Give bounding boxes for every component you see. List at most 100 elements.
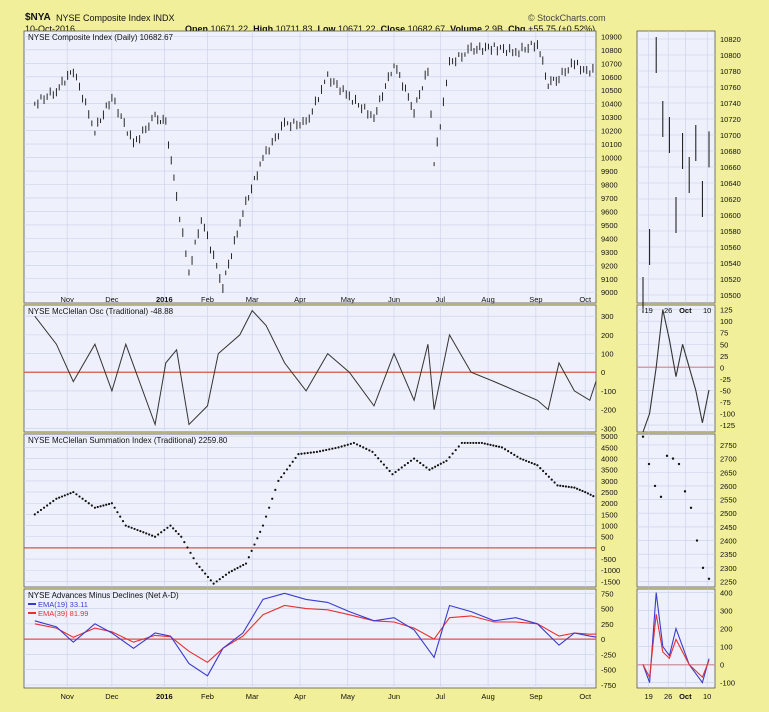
low-label: Low [317, 24, 336, 34]
zoom-x-tick-label: Oct [679, 306, 692, 315]
y-tick-label: 500 [601, 605, 614, 614]
zoom-y-tick-label: -100 [720, 410, 735, 419]
summation-point [343, 444, 346, 447]
zoom-summation-point [689, 506, 693, 509]
summation-point [113, 506, 116, 509]
high-label: High [253, 24, 274, 34]
y-tick-label: 200 [601, 331, 614, 340]
summation-point [547, 475, 550, 478]
summation-point [542, 469, 545, 473]
summation-point [42, 506, 46, 509]
open-value: 10671.22 [210, 24, 249, 34]
summation-point [285, 468, 289, 471]
y-tick-label: -1500 [601, 577, 620, 586]
summation-point [584, 490, 587, 494]
summation-point [174, 530, 177, 533]
x-tick-label: Feb [201, 692, 214, 701]
summation-point [483, 442, 486, 445]
y-tick-label: -100 [601, 387, 616, 396]
summation-point [457, 445, 460, 448]
zoom-y-tick-label: 10640 [720, 179, 741, 188]
summation-point [145, 532, 148, 535]
y-tick-label: 9500 [601, 221, 618, 230]
summation-point [288, 464, 291, 467]
zoom-y-tick-label: 10600 [720, 211, 741, 220]
y-tick-label: 10600 [601, 73, 622, 82]
x-tick-label: Apr [294, 692, 306, 701]
summation-point [224, 573, 228, 576]
y-tick-label: 9200 [601, 261, 618, 270]
zoom-y-tick-label: 100 [720, 317, 733, 326]
index-name: NYSE Composite Index INDX [56, 13, 175, 23]
y-tick-label: 2000 [601, 499, 618, 508]
summation-point [46, 504, 49, 507]
y-tick-label: 0 [601, 368, 605, 377]
zoom-y-tick-label: 10720 [720, 115, 741, 124]
summation-point [475, 441, 478, 445]
volume-label: Volume [450, 24, 483, 34]
summation-point [525, 459, 528, 462]
y-tick-label: 500 [601, 533, 614, 542]
summation-point [581, 489, 584, 493]
zoom-y-tick-label: 200 [720, 625, 733, 634]
y-tick-label: -300 [601, 424, 616, 433]
summation-point [121, 520, 125, 523]
y-tick-label: 4000 [601, 455, 618, 464]
summation-point [250, 549, 253, 552]
low-value: 10671.22 [338, 24, 376, 34]
summation-point [589, 493, 592, 496]
x-tick-label: Jun [388, 692, 400, 701]
summation-point [325, 448, 328, 452]
summation-point [259, 530, 262, 534]
summation-point [463, 441, 466, 445]
y-tick-label: 9000 [601, 288, 618, 297]
y-tick-label: 2500 [601, 488, 618, 497]
summation-point [233, 568, 236, 571]
zoom-y-tick-label: 0 [720, 661, 724, 670]
summation-point [388, 469, 391, 473]
y-tick-label: 3500 [601, 466, 618, 475]
y-tick-label: 5000 [601, 432, 618, 441]
summation-point [227, 571, 231, 574]
summation-point [297, 453, 300, 456]
summation-point [315, 450, 319, 453]
x-tick-label: 2016 [156, 295, 173, 304]
summation-point [406, 461, 410, 465]
zoom-summation-point [641, 435, 645, 438]
summation-point [247, 556, 250, 559]
summation-point [107, 502, 111, 506]
zoom-y-tick-label: 2550 [720, 496, 737, 505]
zoom-x-tick-label: 26 [664, 306, 672, 315]
zoom-y-tick-label: -25 [720, 375, 731, 384]
summation-point [60, 495, 64, 498]
summation-point [215, 580, 218, 583]
summation-point [253, 543, 256, 546]
summation-point [503, 448, 507, 451]
summation-point [271, 497, 274, 500]
summation-point [189, 551, 192, 554]
summation-point [559, 484, 562, 487]
summation-point [425, 466, 428, 469]
zoom-summation-point [671, 457, 675, 460]
summation-point [507, 450, 510, 453]
y-tick-label: 10000 [601, 154, 622, 163]
y-tick-label: -1000 [601, 566, 620, 575]
summation-point [334, 446, 337, 450]
summation-point [472, 441, 475, 445]
y-tick-label: 9400 [601, 234, 618, 243]
zoom-oscillator-line [642, 309, 710, 433]
zoom-y-tick-label: -75 [720, 398, 731, 407]
summation-point [397, 468, 400, 471]
y-tick-label: 1500 [601, 510, 618, 519]
summation-point [469, 441, 472, 445]
summation-point [391, 473, 394, 476]
summation-point [519, 457, 522, 460]
summation-point [442, 461, 445, 464]
y-tick-label: 9900 [601, 167, 618, 176]
summation-point [382, 463, 385, 466]
summation-point [81, 497, 84, 500]
symbol-label: $NYA [25, 12, 51, 23]
zoom-y-tick-label: 300 [720, 607, 733, 616]
summation-point [431, 467, 434, 470]
